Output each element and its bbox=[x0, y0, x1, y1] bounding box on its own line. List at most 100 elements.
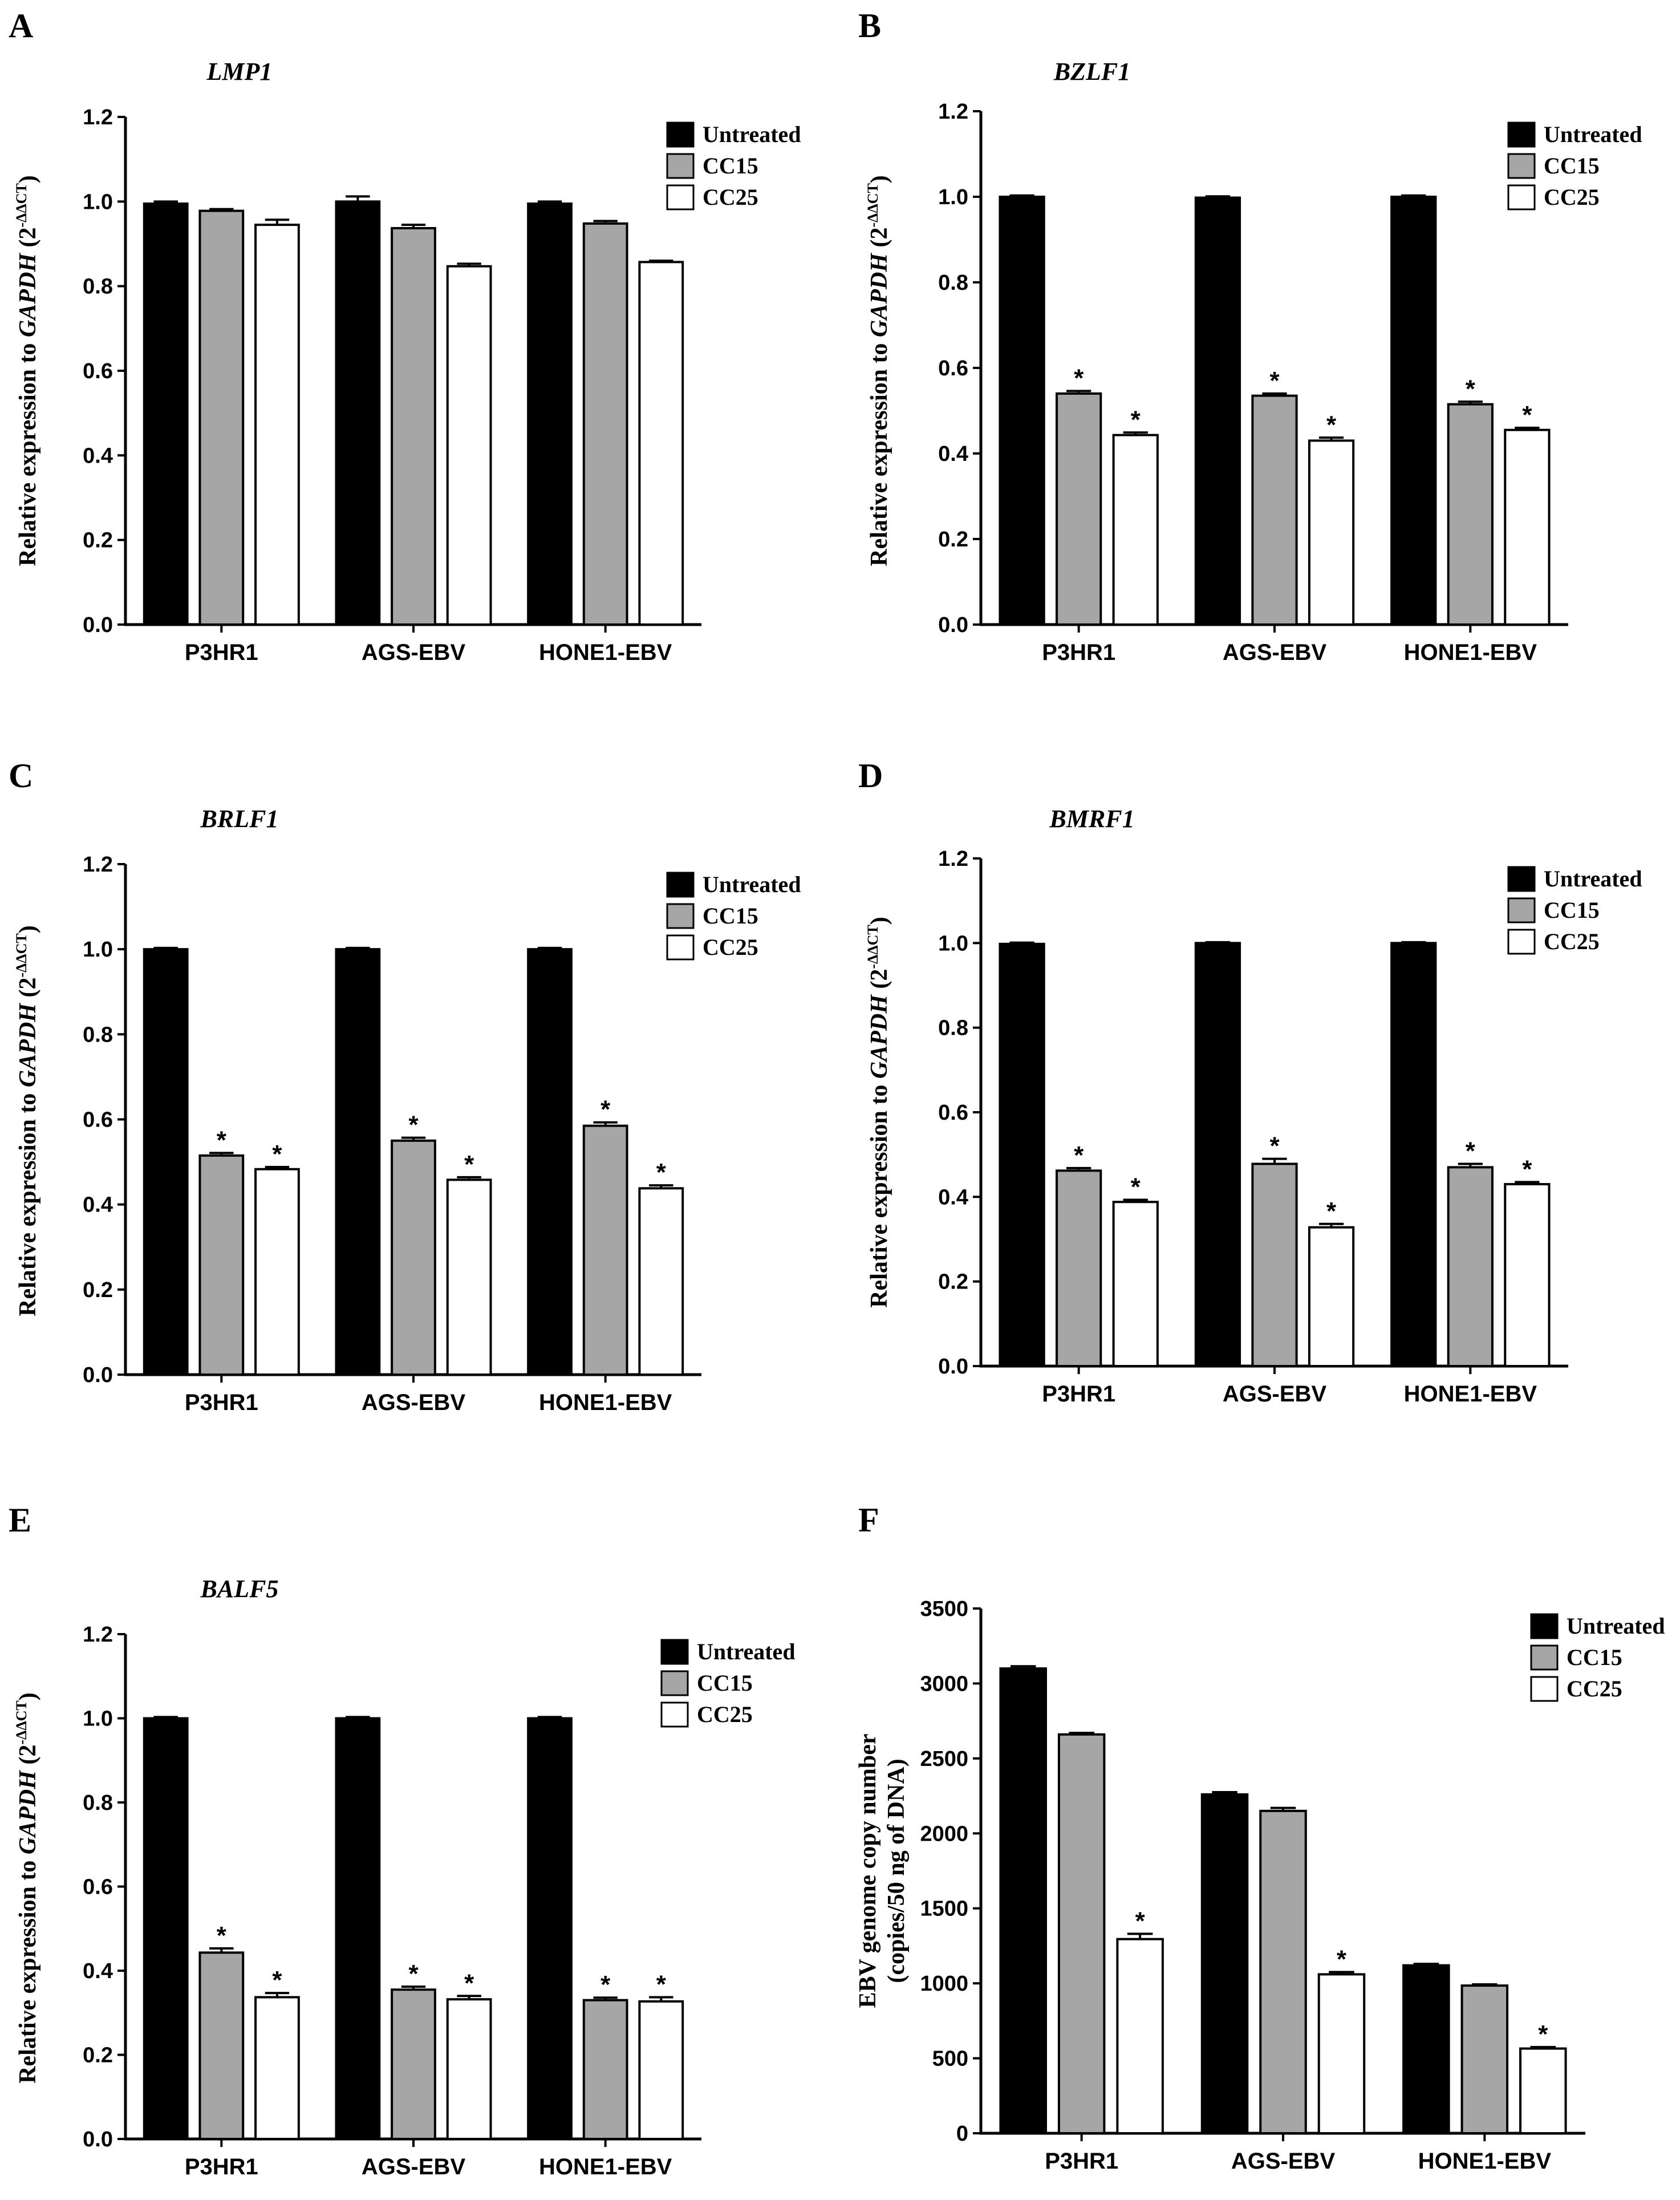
significance-star: * bbox=[1269, 367, 1280, 395]
bar bbox=[1200, 1793, 1249, 2134]
y-tick-label: 0.6 bbox=[938, 1101, 968, 1125]
chart-panel-d: D BMRF1 0.0 0.2 0.4 0.6 0.8 1.0 1.2 P3HR1 * * AGS-EB… bbox=[858, 757, 1642, 1407]
legend-label: Untreated bbox=[1544, 866, 1642, 892]
legend-label: CC15 bbox=[703, 153, 758, 179]
legend-label: CC25 bbox=[1567, 1676, 1622, 1701]
bar bbox=[1112, 433, 1159, 626]
y-tick-label: 1.0 bbox=[83, 190, 113, 214]
bar bbox=[1251, 1162, 1298, 1367]
significance-star: * bbox=[272, 1140, 282, 1168]
y-tick-label: 1.0 bbox=[83, 938, 113, 962]
bar bbox=[1259, 1809, 1307, 2135]
legend-swatch bbox=[660, 1639, 689, 1665]
bar bbox=[582, 1124, 628, 1376]
legend-label: CC15 bbox=[1567, 1644, 1622, 1670]
bar bbox=[143, 202, 189, 626]
bar bbox=[1504, 1183, 1551, 1367]
x-tick-label: AGS-EBV bbox=[1231, 2149, 1336, 2174]
significance-star: * bbox=[656, 1158, 667, 1186]
y-tick-label: 1.2 bbox=[83, 106, 113, 129]
chart-title: LMP1 bbox=[206, 58, 273, 86]
legend-label: CC25 bbox=[1544, 184, 1600, 210]
significance-star: * bbox=[217, 1922, 227, 1950]
bar bbox=[999, 942, 1045, 1367]
significance-star: * bbox=[1135, 1907, 1146, 1935]
legend-swatch bbox=[666, 121, 695, 148]
significance-star: * bbox=[1326, 411, 1337, 439]
bar bbox=[198, 1154, 245, 1376]
x-tick-label: P3HR1 bbox=[1042, 640, 1115, 665]
y-axis-label: Relative expression to GAPDH (2-ΔΔCT) bbox=[13, 925, 41, 1316]
bar bbox=[254, 1168, 300, 1376]
legend-swatch bbox=[660, 1701, 689, 1728]
significance-star: * bbox=[1337, 1945, 1347, 1973]
y-tick-label: 0.2 bbox=[83, 529, 113, 553]
y-tick-label: 0.2 bbox=[938, 1270, 968, 1294]
legend-swatch bbox=[1507, 929, 1536, 955]
significance-star: * bbox=[1131, 406, 1141, 433]
x-tick-label: AGS-EBV bbox=[362, 1390, 466, 1415]
significance-star: * bbox=[408, 1111, 419, 1139]
bar bbox=[1519, 2047, 1567, 2134]
y-axis-label: Relative expression to GAPDH (2-ΔΔCT) bbox=[13, 175, 41, 566]
y-tick-label: 0.0 bbox=[83, 1363, 113, 1387]
legend-label: CC15 bbox=[697, 1670, 753, 1696]
legend-swatch bbox=[666, 934, 695, 961]
bar bbox=[143, 948, 189, 1376]
y-tick-label: 0.4 bbox=[83, 1193, 113, 1217]
bar bbox=[335, 1717, 381, 2140]
legend-label: CC25 bbox=[697, 1701, 753, 1727]
x-tick-label: P3HR1 bbox=[1042, 1381, 1115, 1407]
legend-label: CC15 bbox=[1544, 897, 1600, 923]
significance-star: * bbox=[1466, 1137, 1476, 1165]
bar bbox=[1056, 392, 1102, 626]
legend-swatch bbox=[666, 184, 695, 210]
x-tick-label: AGS-EBV bbox=[362, 2154, 466, 2179]
x-tick-label: AGS-EBV bbox=[1223, 1381, 1327, 1407]
y-tick-label: 0.0 bbox=[83, 613, 113, 637]
bar bbox=[999, 196, 1045, 626]
bar bbox=[1308, 1226, 1355, 1368]
significance-star: * bbox=[1522, 1155, 1532, 1183]
significance-star: * bbox=[464, 1969, 474, 1997]
bar bbox=[638, 1187, 684, 1376]
bar bbox=[391, 1988, 436, 2140]
y-tick-label: 3000 bbox=[920, 1672, 968, 1696]
significance-star: * bbox=[1074, 1141, 1084, 1169]
legend-label: Untreated bbox=[703, 121, 801, 147]
y-tick-label: 0.8 bbox=[83, 1023, 113, 1047]
y-tick-label: 0.6 bbox=[938, 356, 968, 380]
y-axis-label: EBV genome copy number bbox=[855, 1733, 881, 2008]
x-tick-label: AGS-EBV bbox=[362, 640, 466, 665]
bar bbox=[1447, 1166, 1494, 1367]
panel-letter: D bbox=[858, 757, 883, 795]
y-tick-label: 0.4 bbox=[83, 1959, 113, 1983]
bar bbox=[335, 948, 381, 1376]
chart-title: BRLF1 bbox=[200, 805, 279, 833]
bar bbox=[1056, 1169, 1102, 1368]
y-tick-label: 0.0 bbox=[938, 613, 968, 637]
legend-label: Untreated bbox=[1567, 1613, 1665, 1639]
y-tick-label: 1.0 bbox=[938, 931, 968, 955]
x-tick-label: P3HR1 bbox=[1045, 2149, 1118, 2174]
legend-label: CC25 bbox=[1544, 929, 1600, 954]
bar bbox=[1460, 1984, 1509, 2134]
y-axis-label-group: Relative expression to GAPDH (2-ΔΔCT) bbox=[865, 917, 892, 1308]
legend-swatch bbox=[1530, 1676, 1559, 1702]
bar bbox=[391, 227, 436, 626]
bar bbox=[1402, 1964, 1450, 2135]
y-tick-label: 0.6 bbox=[83, 1108, 113, 1132]
significance-star: * bbox=[1466, 375, 1476, 403]
x-tick-label: HONE1-EBV bbox=[1404, 1381, 1537, 1407]
panel-letter: B bbox=[858, 7, 881, 44]
legend-label: CC25 bbox=[703, 184, 758, 210]
y-axis-label-group: EBV genome copy number (copies/50 ng of D… bbox=[855, 1733, 910, 2008]
panel-letter: E bbox=[9, 1501, 31, 1539]
y-tick-label: 0.8 bbox=[938, 271, 968, 295]
y-tick-label: 0.6 bbox=[83, 359, 113, 383]
legend-swatch bbox=[1507, 153, 1536, 179]
legend-label: CC25 bbox=[703, 934, 758, 960]
panel-letter: F bbox=[858, 1501, 879, 1539]
panel-letter: A bbox=[9, 7, 33, 44]
y-tick-label: 0.2 bbox=[938, 528, 968, 552]
